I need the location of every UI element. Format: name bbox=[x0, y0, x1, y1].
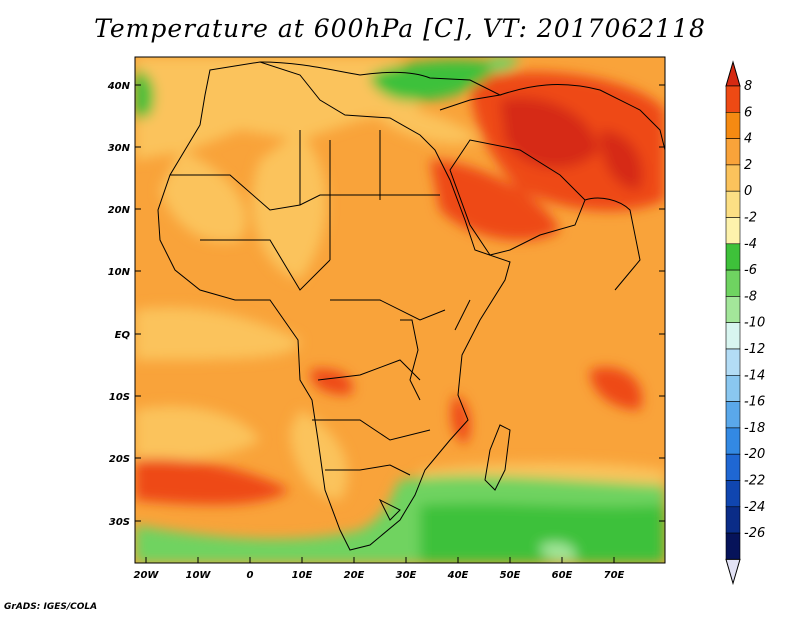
lon-label: 30E bbox=[396, 570, 417, 581]
colorbar-level-label: -18 bbox=[744, 421, 765, 436]
lon-label: 10W bbox=[186, 570, 212, 581]
longitude-axis: 20W 10W 0 10E 20E 30E 40E 50E 60E 70E bbox=[134, 557, 625, 581]
lon-label: 20E bbox=[344, 570, 365, 581]
colorbar-level-label: -6 bbox=[744, 263, 757, 278]
lon-label: 0 bbox=[247, 570, 254, 581]
colorbar-level-label: -4 bbox=[744, 237, 757, 252]
colorbar-swatch bbox=[725, 85, 741, 113]
colorbar-swatch bbox=[725, 217, 741, 245]
latitude-axis: 40N 30N 20N 10N EQ 10S 20S 30S bbox=[107, 81, 665, 528]
colorbar-swatch bbox=[725, 453, 741, 481]
plot-frame bbox=[134, 56, 666, 564]
colorbar-swatch bbox=[725, 243, 741, 271]
credit-label: GrADS: IGES/COLA bbox=[4, 602, 98, 612]
lon-label: 10E bbox=[292, 570, 313, 581]
colorbar-level-label: -14 bbox=[744, 368, 765, 383]
map-title: Temperature at 600hPa [C], VT: 201706211… bbox=[94, 14, 706, 43]
lon-label: 20W bbox=[134, 570, 160, 581]
lon-label: 60E bbox=[552, 570, 573, 581]
colorbar-level-label: -2 bbox=[744, 211, 757, 226]
colorbar-level-label: -24 bbox=[744, 500, 765, 515]
coastlines bbox=[157, 61, 665, 551]
colorbar-level-label: 4 bbox=[744, 132, 752, 147]
colorbar-level-label: -12 bbox=[744, 342, 765, 357]
lat-label: 30N bbox=[108, 143, 131, 154]
colorbar-level-label: -10 bbox=[744, 316, 765, 331]
colorbar-arrow-bottom bbox=[725, 558, 741, 586]
lon-label: 50E bbox=[500, 570, 521, 581]
colorbar-swatch bbox=[725, 532, 741, 560]
lat-label: EQ bbox=[115, 330, 131, 341]
colorbar-level-label: -8 bbox=[744, 289, 757, 304]
lon-label: 70E bbox=[604, 570, 625, 581]
colorbar-swatch bbox=[725, 190, 741, 218]
colorbar-swatch bbox=[725, 269, 741, 297]
lat-label: 30S bbox=[109, 517, 130, 528]
colorbar: 8 6 4 2 0 -2 -4 -6 -8 -10 -12 -14 -16 -18 -20 -22 -24 -26 bbox=[725, 60, 765, 586]
colorbar-level-label: -16 bbox=[744, 395, 765, 410]
colorbar-swatch bbox=[725, 348, 741, 376]
lat-label: 10S bbox=[109, 392, 130, 403]
lat-label: 20N bbox=[108, 205, 131, 216]
colorbar-level-label: 0 bbox=[744, 184, 752, 199]
colorbar-swatch bbox=[725, 296, 741, 323]
colorbar-swatch bbox=[725, 480, 741, 508]
colorbar-swatch bbox=[725, 427, 741, 455]
colorbar-swatch bbox=[725, 506, 741, 534]
lat-label: 20S bbox=[109, 454, 130, 465]
colorbar-level-label: -20 bbox=[744, 447, 765, 462]
colorbar-arrow-top bbox=[725, 60, 741, 87]
colorbar-swatch bbox=[725, 374, 741, 402]
colorbar-level-label: 6 bbox=[744, 105, 752, 120]
lat-label: 10N bbox=[108, 267, 131, 278]
lat-label: 40N bbox=[107, 81, 131, 92]
colorbar-swatch bbox=[725, 138, 741, 166]
colorbar-level-label: 2 bbox=[744, 158, 752, 173]
colorbar-level-label: -22 bbox=[744, 474, 765, 489]
lon-label: 40E bbox=[447, 570, 469, 581]
colorbar-swatch bbox=[725, 112, 741, 139]
colorbar-level-label: 8 bbox=[744, 79, 752, 94]
colorbar-level-label: -26 bbox=[744, 526, 765, 541]
colorbar-swatch bbox=[725, 322, 741, 350]
colorbar-swatch bbox=[725, 401, 741, 429]
colorbar-swatch bbox=[725, 164, 741, 192]
